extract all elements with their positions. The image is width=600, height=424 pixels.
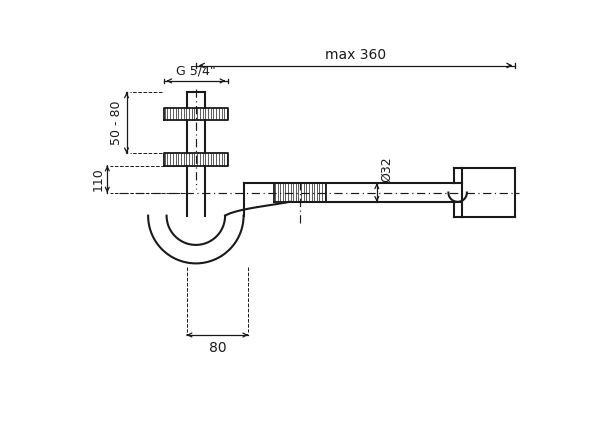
Text: G 5/4": G 5/4" — [176, 65, 216, 78]
Text: 80: 80 — [209, 341, 226, 355]
Text: 110: 110 — [91, 167, 104, 191]
Text: Ø32: Ø32 — [380, 156, 393, 182]
Text: max 360: max 360 — [325, 47, 386, 61]
Text: 50 - 80: 50 - 80 — [110, 100, 124, 145]
